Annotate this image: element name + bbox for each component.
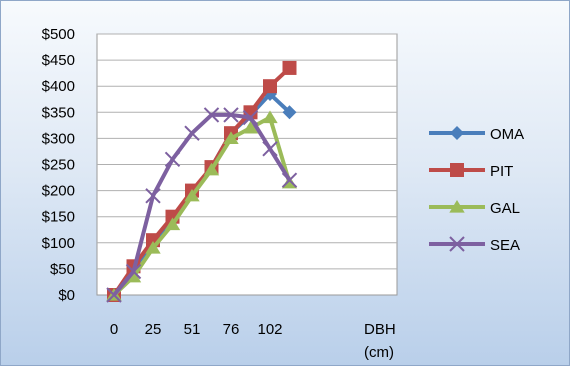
data-point (242, 120, 259, 134)
data-point (125, 263, 142, 280)
y-tick-label: $350 (42, 104, 75, 121)
legend-label: SEA (490, 237, 520, 254)
y-tick-label: $100 (42, 235, 75, 252)
legend-item-gal: GAL (429, 200, 520, 217)
series-line (112, 112, 292, 297)
data-point (184, 125, 200, 141)
data-point (282, 60, 297, 75)
data-point (106, 287, 122, 303)
y-tick-label: $0 (58, 287, 75, 304)
data-point (242, 109, 259, 126)
data-point (145, 241, 161, 254)
y-tick-label: $400 (42, 78, 75, 95)
y-tick-label: $250 (42, 157, 75, 174)
legend-label: GAL (490, 200, 520, 217)
series-line (112, 66, 291, 297)
x-tick-label: 25 (145, 321, 162, 338)
data-point (281, 172, 298, 188)
legend-item-pit: PIT (429, 163, 513, 180)
data-point (203, 162, 220, 176)
legend-item-oma: OMA (429, 126, 524, 143)
legend-label: PIT (490, 163, 513, 180)
series-sea (106, 107, 298, 303)
x-tick-label: 51 (184, 321, 201, 338)
x-axis-label-unit: (cm) (364, 344, 394, 361)
data-point (262, 141, 278, 157)
data-point (263, 79, 277, 94)
data-point (223, 107, 239, 123)
data-point (282, 105, 297, 120)
data-point (449, 236, 465, 252)
x-tick-label: 76 (223, 321, 240, 338)
legend-item-sea: SEA (429, 236, 520, 254)
data-point (450, 163, 464, 177)
data-point (223, 131, 239, 144)
x-tick-label: 102 (257, 321, 282, 338)
y-tick-label: $500 (42, 26, 75, 43)
y-tick-label: $450 (42, 52, 75, 69)
data-point (449, 200, 465, 213)
series-line (112, 115, 292, 297)
data-point (164, 151, 181, 167)
y-tick-label: $50 (50, 261, 75, 278)
y-tick-label: $200 (42, 183, 75, 200)
y-tick-label: $150 (42, 209, 75, 226)
legend-label: OMA (490, 126, 524, 143)
y-tick-label: $300 (42, 130, 75, 147)
data-point (450, 126, 464, 140)
data-point (145, 188, 161, 204)
x-tick-label: 0 (110, 321, 118, 338)
x-axis-label: DBH (364, 321, 396, 338)
data-point (262, 110, 278, 124)
data-point (203, 107, 220, 123)
data-point (164, 217, 181, 231)
data-point (184, 188, 200, 202)
